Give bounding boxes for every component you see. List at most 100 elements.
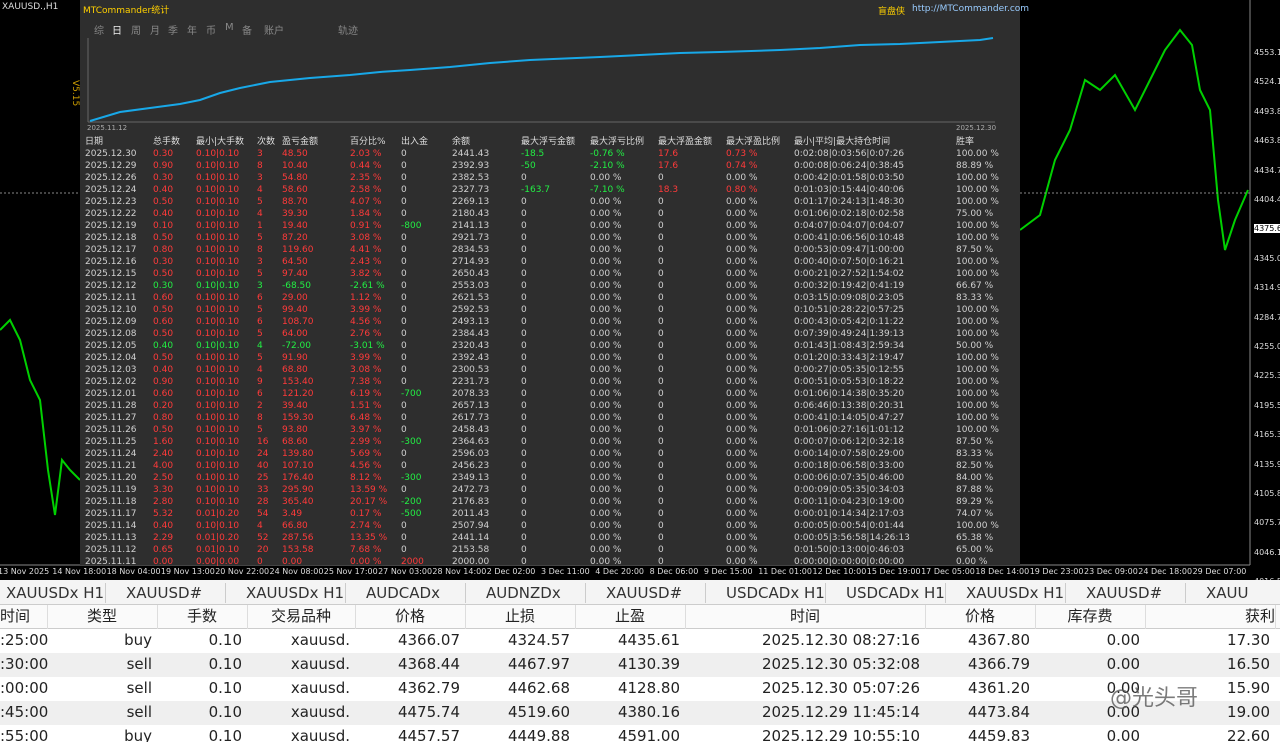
period-tab[interactable]: 周 <box>131 26 141 37</box>
stats-cell: 2025.12.02 <box>85 377 137 387</box>
stats-cell: 0 <box>658 173 664 183</box>
stats-cell: 100.00 % <box>956 329 999 339</box>
column-header: 最大浮亏金额 <box>521 137 576 147</box>
stats-cell: 2493.13 <box>452 317 490 327</box>
column-header: 获利 <box>1244 607 1275 625</box>
stats-cell: 0.50 <box>153 305 174 315</box>
stats-cell: 52 <box>257 533 269 543</box>
stats-cell: 100.00 % <box>956 149 999 159</box>
trade-cell: 0.10 <box>208 631 242 649</box>
stats-cell: 0.91 % <box>350 221 382 231</box>
stats-cell: 0.10|0.10 <box>196 389 240 399</box>
chart-tab[interactable]: XAUUSDx H1 <box>0 583 106 603</box>
stats-cell: 2596.03 <box>452 449 490 459</box>
stats-cell: 0.00 % <box>590 485 622 495</box>
period-tab[interactable]: 轨迹 <box>338 26 358 37</box>
trade-cell: :45:00 <box>0 703 49 721</box>
column-header: 止盈 <box>614 607 645 625</box>
brand[interactable]: 盲盘侠 <box>878 7 906 17</box>
stats-cell: 0:00:27|0:05:35|0:12:55 <box>794 365 905 375</box>
stats-cell: 0.40 <box>153 209 174 219</box>
stats-cell: 0:04:07|0:04:07|0:04:07 <box>794 221 905 231</box>
chart-tab[interactable]: XAUUSD# M1 <box>1078 583 1186 603</box>
stats-cell: 0.00 % <box>590 521 622 531</box>
stats-cell: 4 <box>257 365 263 375</box>
chart-tab[interactable]: XAUUSD# M5 <box>598 583 706 603</box>
chart-tab[interactable]: AUDCADx H1 <box>358 583 466 603</box>
trade-cell: 4462.68 <box>507 679 570 697</box>
period-tab[interactable]: 年 <box>187 26 197 37</box>
period-tab[interactable]: 日 <box>112 26 122 37</box>
stats-cell: 2025.11.25 <box>85 437 137 447</box>
trade-cell: 0.00 <box>1106 703 1140 721</box>
stats-cell: 0 <box>521 413 527 423</box>
chart-tab[interactable]: XAUUSD# H1 <box>118 583 226 603</box>
time-label: 28 Nov 14:00 <box>432 567 487 576</box>
period-tab[interactable]: 季 <box>168 26 178 37</box>
stats-cell: 8.12 % <box>350 473 382 483</box>
stats-cell: 0:00:43|0:05:42|0:11:22 <box>794 317 905 327</box>
stats-cell: 65.00 % <box>956 545 994 555</box>
equity-line <box>89 37 994 122</box>
chart-tab[interactable]: AUDNZDx H1 <box>478 583 586 603</box>
stats-cell: 8 <box>257 245 263 255</box>
trade-cell: 4128.80 <box>617 679 680 697</box>
period-tab[interactable]: M <box>225 22 234 33</box>
stats-cell: 5 <box>257 353 263 363</box>
stats-cell: 0:10:51|0:28:22|0:57:25 <box>794 305 905 315</box>
stats-cell: 0.00 % <box>726 473 758 483</box>
stats-cell: 5.32 <box>153 509 174 519</box>
chart-tab[interactable]: USDCADx H1 <box>718 583 826 603</box>
price-label: 4105.88 <box>1254 489 1280 498</box>
stats-cell: 2025.11.12 <box>85 545 137 555</box>
column-header: 次数 <box>257 137 276 147</box>
url[interactable]: http://MTCommander.com <box>912 4 1030 14</box>
period-tab[interactable]: 月 <box>150 26 160 37</box>
stats-cell: 2392.43 <box>452 353 490 363</box>
stats-cell: 0 <box>658 221 664 231</box>
stats-cell: 0 <box>401 425 407 435</box>
trade-cell: 4130.39 <box>617 655 680 673</box>
period-tab[interactable]: 备 <box>242 26 252 37</box>
stats-cell: 0.00 % <box>590 533 622 543</box>
chart-tab[interactable]: USDCADx H1 <box>838 583 946 603</box>
stats-cell: 0 <box>401 233 407 243</box>
stats-cell: 2025.11.28 <box>85 401 137 411</box>
stats-cell: 0 <box>401 149 407 159</box>
trade-cell: sell <box>126 703 152 721</box>
stats-cell: 295.90 <box>282 485 314 495</box>
trade-cell: 4324.57 <box>507 631 570 649</box>
time-label: 3 Dec 11:00 <box>541 567 590 576</box>
period-tab[interactable]: 账户 <box>264 26 284 37</box>
chart-tab[interactable]: XAUUSDx H1 <box>958 583 1066 603</box>
period-tab[interactable]: 综 <box>94 26 104 37</box>
stats-cell: 0 <box>658 509 664 519</box>
stats-cell: 0 <box>521 257 527 267</box>
chart-tab[interactable]: XAUU <box>1198 583 1280 603</box>
stats-cell: 0.90 <box>153 161 174 171</box>
watermark: @光头哥 <box>1110 686 1199 711</box>
stats-cell: 0 <box>658 353 664 363</box>
stats-cell: 0:02:08|0:03:56|0:07:26 <box>794 149 905 159</box>
stats-cell: -700 <box>401 389 422 399</box>
trade-row <box>0 653 1280 677</box>
stats-cell: 2025.11.11 <box>85 557 137 567</box>
stats-cell: 0.50 <box>153 197 174 207</box>
stats-cell: 0.00 % <box>590 365 622 375</box>
stats-cell: 75.00 % <box>956 209 994 219</box>
stats-cell: 2025.12.09 <box>85 317 137 327</box>
period-tab[interactable]: 币 <box>206 26 216 37</box>
stats-cell: 83.33 % <box>956 449 994 459</box>
stats-cell: 0:06:46|0:13:38|0:20:31 <box>794 401 905 411</box>
stats-cell: 2000 <box>401 557 424 567</box>
chart-tab[interactable]: XAUUSDx H1 <box>238 583 346 603</box>
stats-cell: 2025.11.21 <box>85 461 137 471</box>
stats-cell: 2025.11.20 <box>85 473 137 483</box>
stats-cell: 0.00 % <box>590 557 622 567</box>
stats-cell: 3.49 <box>282 509 303 519</box>
time-label: 18 Dec 14:00 <box>975 567 1030 576</box>
stats-cell: 0.40 <box>153 365 174 375</box>
stats-cell: -72.00 <box>282 341 312 351</box>
stats-cell: 2.74 % <box>350 521 382 531</box>
stats-cell: -500 <box>401 509 422 519</box>
